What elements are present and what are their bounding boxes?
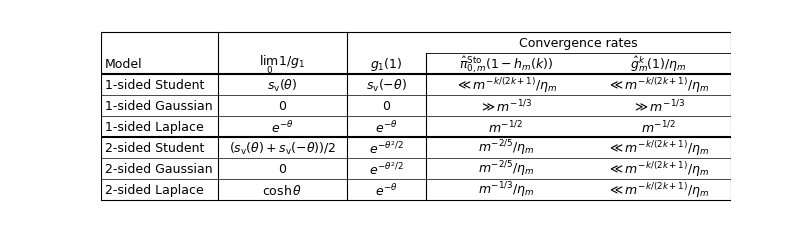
Text: Convergence rates: Convergence rates xyxy=(518,37,637,50)
Text: $\ll m^{-k/(2k+1)}/\eta_m$: $\ll m^{-k/(2k+1)}/\eta_m$ xyxy=(607,159,709,178)
Text: $0$: $0$ xyxy=(277,100,286,112)
Text: $m^{-1/2}$: $m^{-1/2}$ xyxy=(487,119,522,135)
Text: $0$: $0$ xyxy=(381,100,390,112)
Text: $\ll m^{-k/(2k+1)}/\eta_m$: $\ll m^{-k/(2k+1)}/\eta_m$ xyxy=(607,180,709,199)
Text: $e^{-\theta}$: $e^{-\theta}$ xyxy=(375,119,397,135)
Text: $\ll m^{-k/(2k+1)}/\eta_m$: $\ll m^{-k/(2k+1)}/\eta_m$ xyxy=(607,76,709,95)
Text: $e^{-\theta}$: $e^{-\theta}$ xyxy=(271,119,294,135)
Text: Model: Model xyxy=(105,58,142,71)
Text: $0$: $0$ xyxy=(277,162,286,175)
Text: $\cosh\theta$: $\cosh\theta$ xyxy=(262,183,303,197)
Text: $\hat{\pi}^{\mathrm{Sto}}_{0,m}(1-h_m(k))$: $\hat{\pi}^{\mathrm{Sto}}_{0,m}(1-h_m(k)… xyxy=(458,54,552,75)
Text: $s_{\mathrm{v}}(-\theta)$: $s_{\mathrm{v}}(-\theta)$ xyxy=(366,77,406,93)
Text: 1-sided Laplace: 1-sided Laplace xyxy=(105,120,203,134)
Text: $\ll m^{-k/(2k+1)}/\eta_m$: $\ll m^{-k/(2k+1)}/\eta_m$ xyxy=(454,76,556,95)
Text: $e^{-\theta^2/2}$: $e^{-\theta^2/2}$ xyxy=(368,140,403,156)
Text: $m^{-2/5}/\eta_m$: $m^{-2/5}/\eta_m$ xyxy=(477,159,534,179)
Text: $m^{-1/2}$: $m^{-1/2}$ xyxy=(640,119,675,135)
Text: 2-sided Student: 2-sided Student xyxy=(105,142,204,154)
Text: $e^{-\theta}$: $e^{-\theta}$ xyxy=(375,182,397,198)
Text: $s_{\mathrm{v}}(\theta)$: $s_{\mathrm{v}}(\theta)$ xyxy=(267,77,298,93)
Text: $e^{-\theta^2/2}$: $e^{-\theta^2/2}$ xyxy=(368,161,403,177)
Text: 1-sided Student: 1-sided Student xyxy=(105,79,204,92)
Text: $(s_{\mathrm{v}}(\theta)+s_{\mathrm{v}}(-\theta))/2$: $(s_{\mathrm{v}}(\theta)+s_{\mathrm{v}}(… xyxy=(229,140,336,156)
Text: $g_1(1)$: $g_1(1)$ xyxy=(370,56,402,73)
Text: $\gg m^{-1/3}$: $\gg m^{-1/3}$ xyxy=(631,98,684,114)
Text: $m^{-1/3}/\eta_m$: $m^{-1/3}/\eta_m$ xyxy=(477,180,534,199)
Text: $\hat{g}^k_m(1)/\eta_m$: $\hat{g}^k_m(1)/\eta_m$ xyxy=(629,55,686,74)
Text: 1-sided Gaussian: 1-sided Gaussian xyxy=(105,100,212,112)
Text: $\gg m^{-1/3}$: $\gg m^{-1/3}$ xyxy=(478,98,532,114)
Text: $\lim_0 1/g_1$: $\lim_0 1/g_1$ xyxy=(260,53,305,75)
Text: $\ll m^{-k/(2k+1)}/\eta_m$: $\ll m^{-k/(2k+1)}/\eta_m$ xyxy=(607,139,709,157)
Text: 2-sided Gaussian: 2-sided Gaussian xyxy=(105,162,212,175)
Text: 2-sided Laplace: 2-sided Laplace xyxy=(105,183,203,196)
Text: $m^{-2/5}/\eta_m$: $m^{-2/5}/\eta_m$ xyxy=(477,138,534,158)
